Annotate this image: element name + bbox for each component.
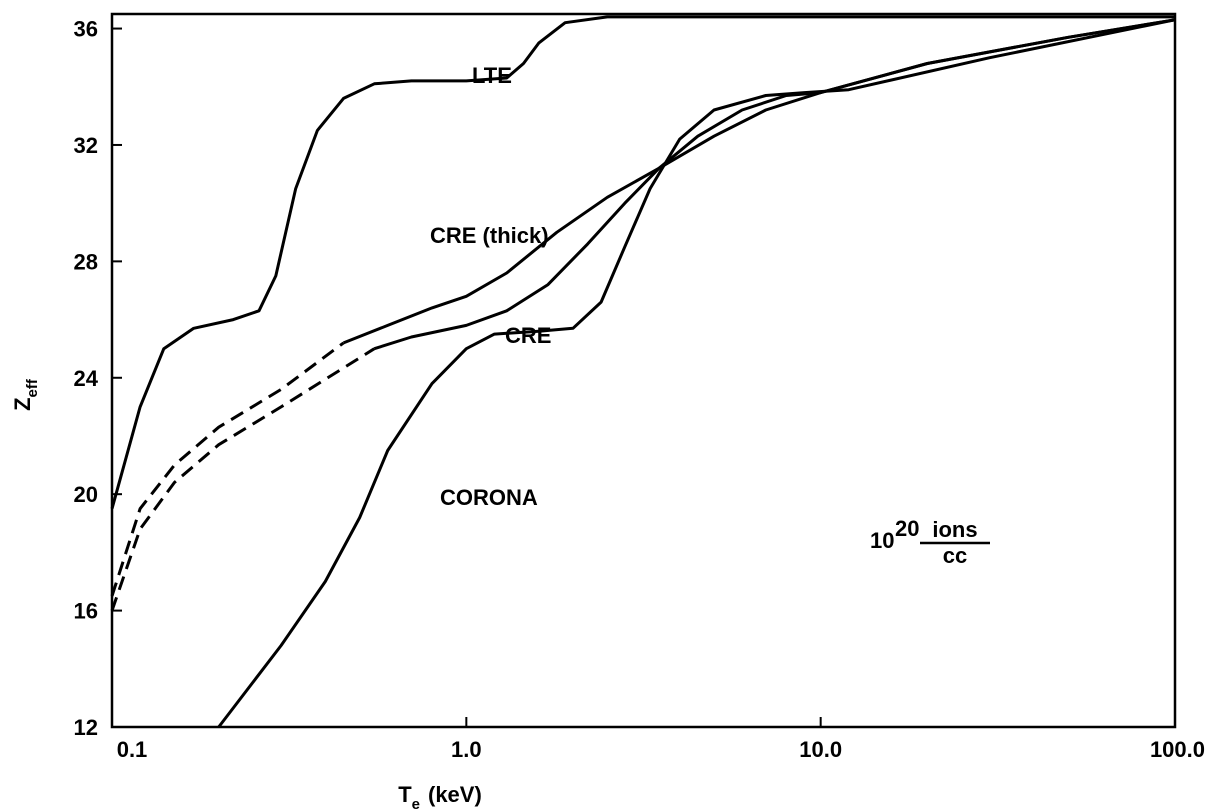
annotation-numerator: ions bbox=[932, 517, 977, 542]
y-tick-label: 12 bbox=[74, 715, 98, 740]
y-tick-label: 16 bbox=[74, 599, 98, 624]
y-tick-label: 20 bbox=[74, 482, 98, 507]
series-line bbox=[342, 18, 1176, 345]
annotation-base: 10 bbox=[870, 528, 894, 553]
annotation: 10 20 ions cc bbox=[870, 516, 990, 568]
x-tick-label: 100.0 bbox=[1150, 737, 1205, 762]
series-line bbox=[110, 347, 376, 612]
annotation-denominator: cc bbox=[943, 543, 967, 568]
series-line bbox=[110, 341, 345, 597]
x-tick-label: 1.0 bbox=[451, 737, 482, 762]
x-axis-label: Te (keV) bbox=[398, 782, 482, 811]
y-tick-label: 36 bbox=[74, 17, 98, 42]
y-tick-label: 24 bbox=[74, 366, 99, 391]
y-axis-label: Zeff bbox=[10, 378, 41, 411]
annotation-exponent: 20 bbox=[895, 516, 919, 541]
x-tick-label: 0.1 bbox=[117, 737, 148, 762]
series-label: CRE bbox=[505, 323, 551, 348]
y-tick-label: 32 bbox=[74, 133, 98, 158]
series-label: LTE bbox=[472, 63, 512, 88]
plot-frame bbox=[110, 12, 1177, 729]
series-label: CRE (thick) bbox=[430, 223, 549, 248]
x-tick-label: 10.0 bbox=[799, 737, 842, 762]
y-tick-label: 28 bbox=[74, 249, 98, 274]
series-label: CORONA bbox=[440, 485, 538, 510]
series-line bbox=[110, 15, 1175, 510]
series-line bbox=[217, 18, 1176, 728]
series-line bbox=[373, 18, 1176, 351]
